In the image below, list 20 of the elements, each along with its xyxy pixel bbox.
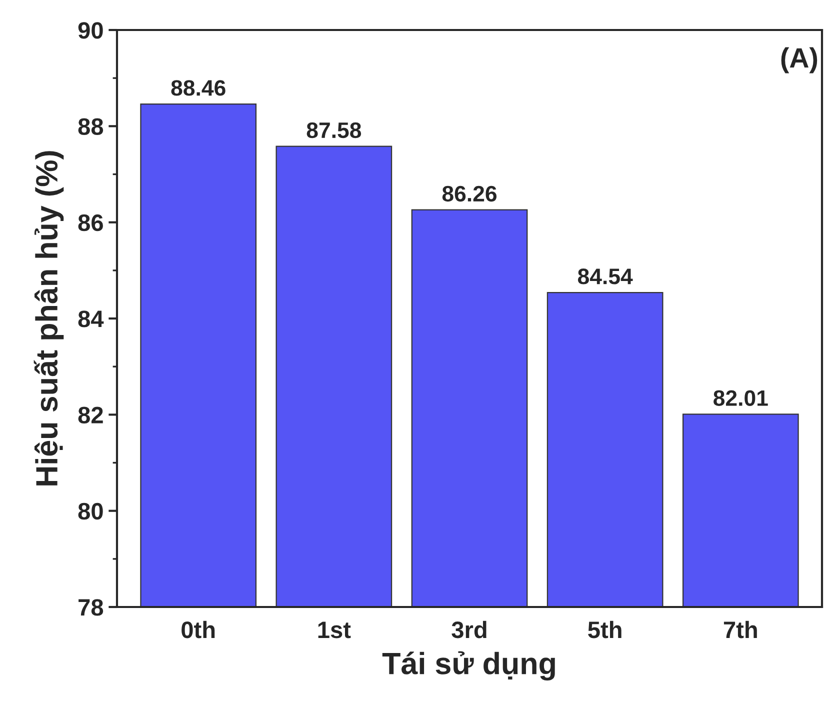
x-tick-label: 5th — [588, 620, 622, 638]
y-tick-label: 82 — [78, 406, 103, 424]
y-tick-label: 86 — [78, 214, 103, 232]
y-tick-label: 80 — [78, 502, 103, 520]
x-tick-label: 3rd — [452, 620, 486, 638]
data-label: 84.54 — [578, 268, 633, 284]
y-tick-label: 88 — [78, 118, 104, 135]
annotation: (A) — [781, 47, 818, 74]
x-axis-title: Tái sử dụng — [382, 651, 555, 681]
data-label: 87.58 — [306, 122, 362, 138]
y-tick-label: 78 — [78, 599, 104, 616]
x-tick-label: 0th — [182, 620, 215, 638]
x-tick-label: 7th — [724, 620, 757, 638]
data-label: 88.46 — [171, 80, 226, 96]
x-tick-label: 1st — [318, 622, 351, 638]
y-axis-title: Hiệu suất phân hủy (%) — [34, 151, 64, 486]
data-label: 86.26 — [442, 186, 497, 202]
y-tick-label: 90 — [78, 22, 103, 39]
data-label: 82.01 — [714, 390, 768, 406]
y-tick-label: 84 — [78, 310, 104, 328]
